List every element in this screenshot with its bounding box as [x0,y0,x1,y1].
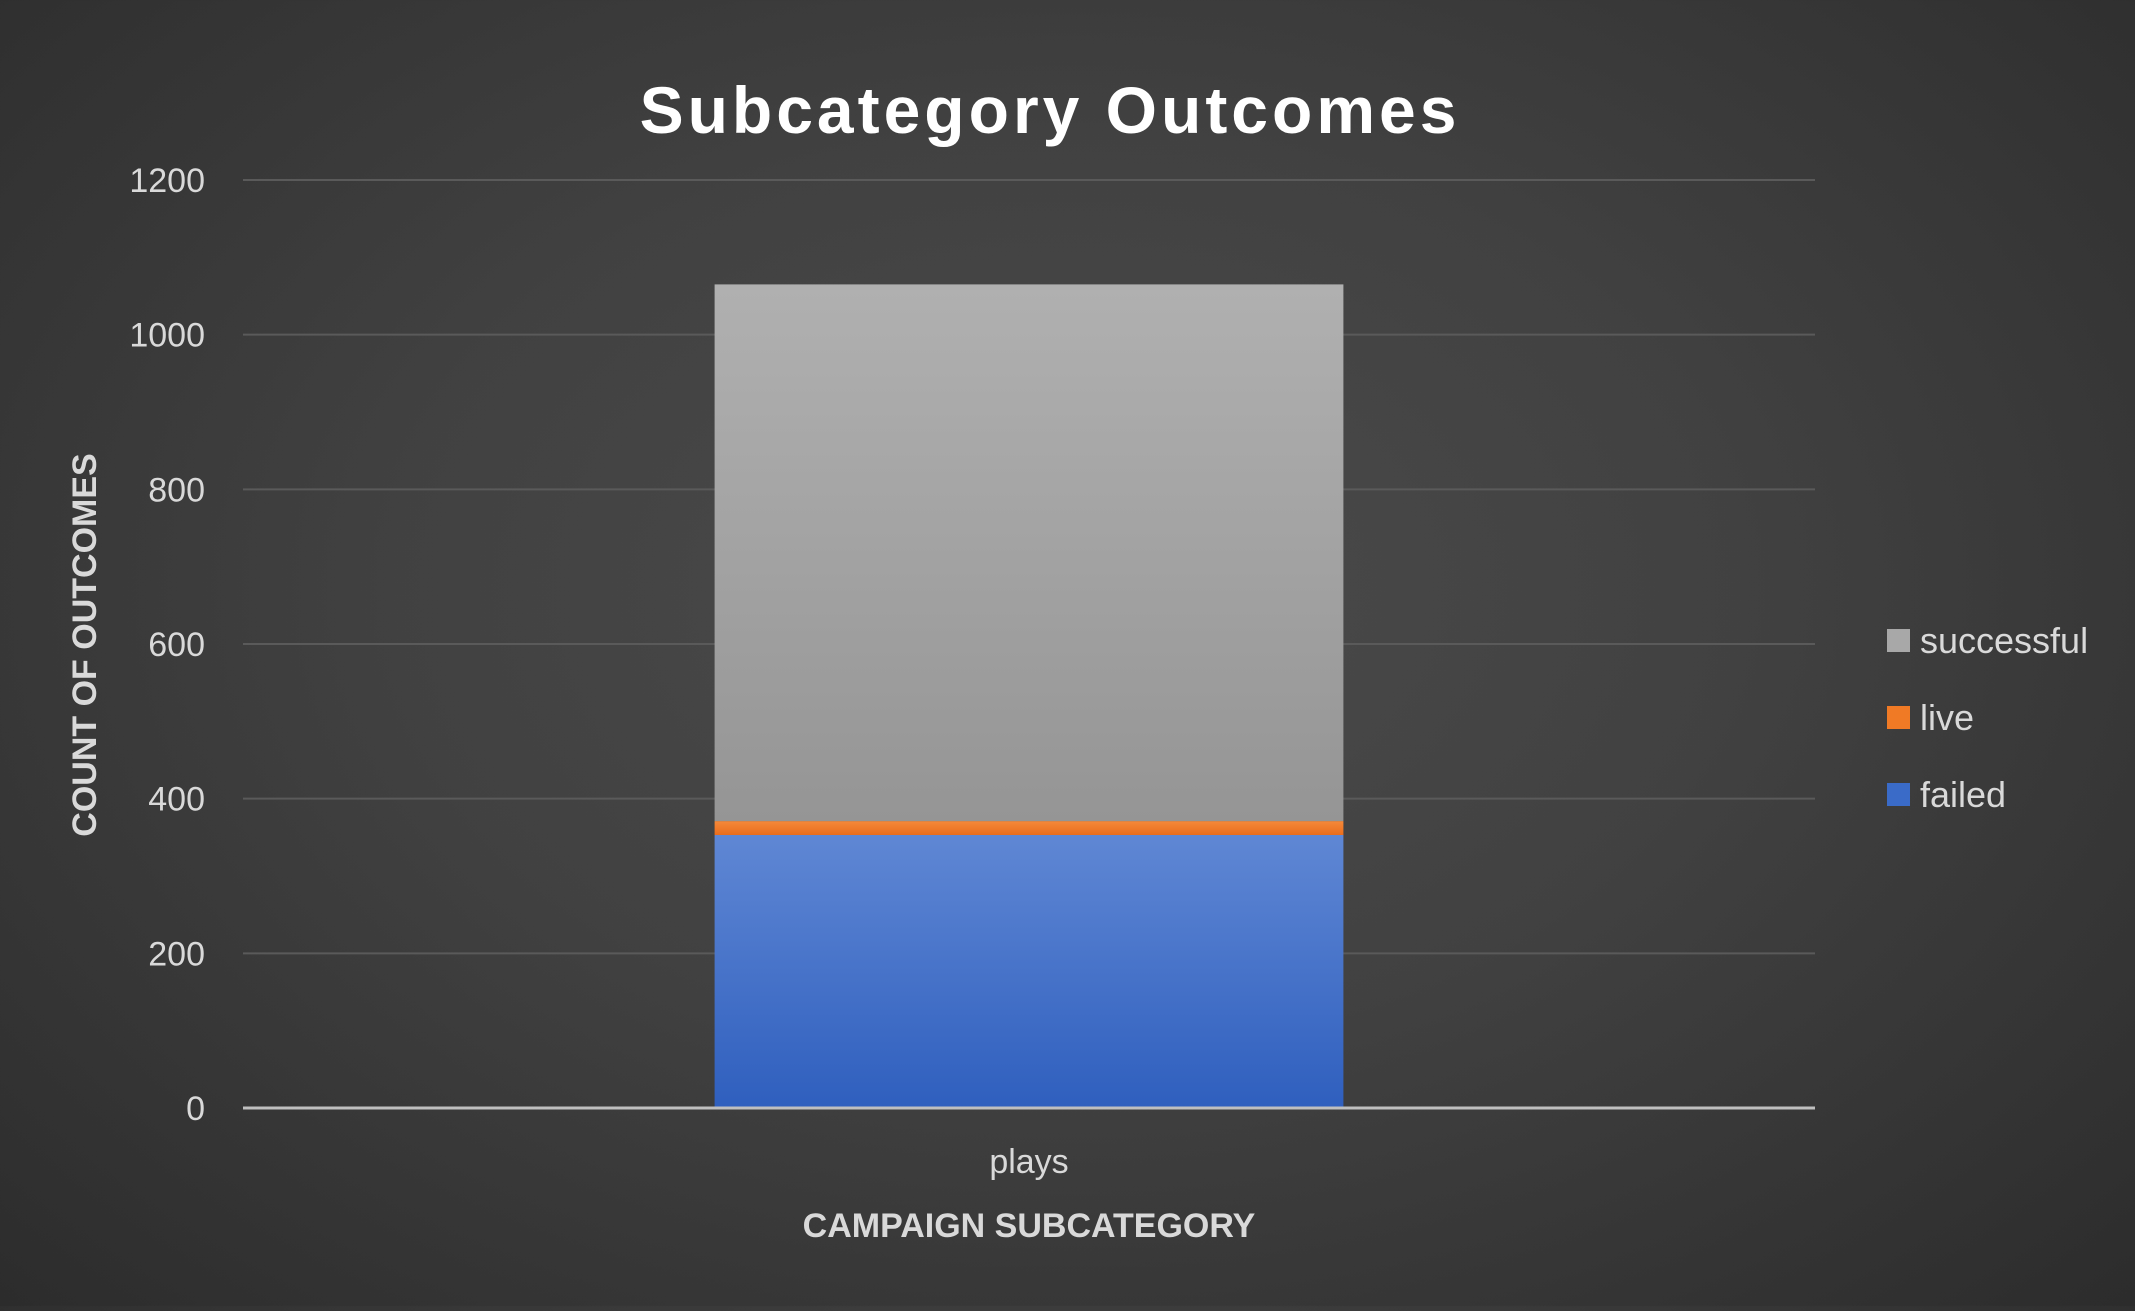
y-tick-label: 1200 [129,162,205,200]
legend-label-successful: successful [1920,620,2088,661]
y-tick-label: 0 [186,1090,205,1128]
x-axis-ticks: plays [989,1143,1068,1181]
y-axis-ticks: 0 200 400 600 800 1000 1200 [129,162,205,1128]
chart-title: Subcategory Outcomes [640,73,1461,147]
legend-label-failed: failed [1920,774,2006,815]
x-tick-label: plays [989,1143,1068,1181]
bar-live-plays [714,821,1344,836]
bars [714,284,1344,1108]
y-tick-label: 800 [148,471,205,509]
y-tick-label: 600 [148,626,205,664]
y-tick-label: 200 [148,935,205,973]
y-tick-label: 400 [148,781,205,819]
legend: successful live failed [1887,620,2088,815]
bar-failed-plays [714,835,1344,1108]
legend-swatch-failed [1887,783,1910,806]
x-axis-title: CAMPAIGN SUBCATEGORY [803,1207,1256,1245]
legend-swatch-live [1887,706,1910,729]
y-tick-label: 1000 [129,317,205,355]
legend-label-live: live [1920,697,1974,738]
legend-swatch-successful [1887,629,1910,652]
bar-successful-plays [714,284,1344,822]
y-axis-title: COUNT OF OUTCOMES [66,453,104,836]
